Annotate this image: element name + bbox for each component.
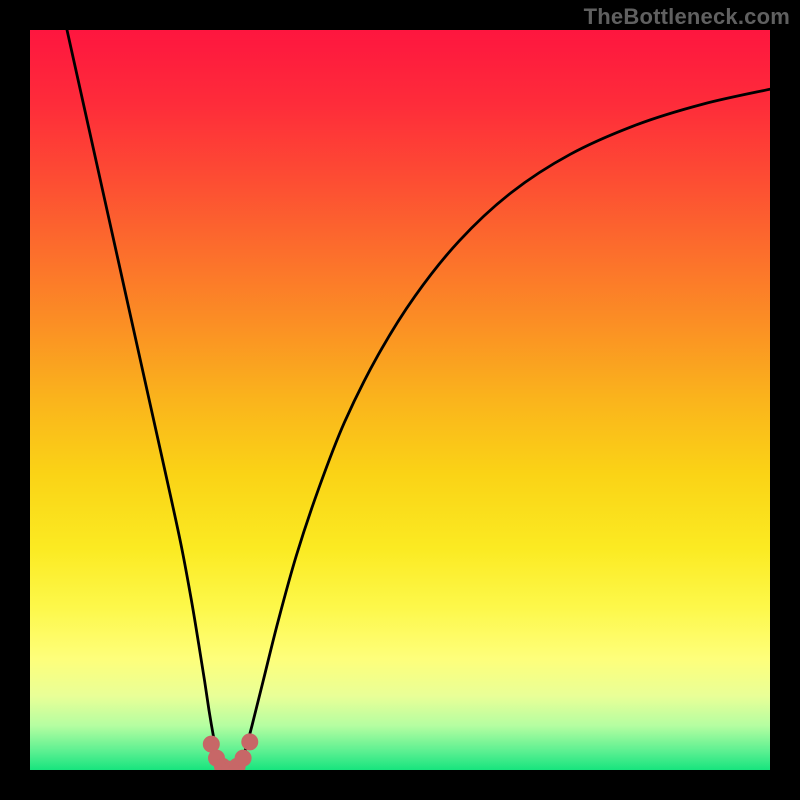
- plot-svg: [30, 30, 770, 770]
- attribution-text: TheBottleneck.com: [584, 4, 790, 30]
- valley-marker: [242, 734, 258, 750]
- bottleneck-plot: [30, 30, 770, 770]
- valley-marker: [235, 750, 251, 766]
- outer-frame: TheBottleneck.com: [0, 0, 800, 800]
- gradient-background: [30, 30, 770, 770]
